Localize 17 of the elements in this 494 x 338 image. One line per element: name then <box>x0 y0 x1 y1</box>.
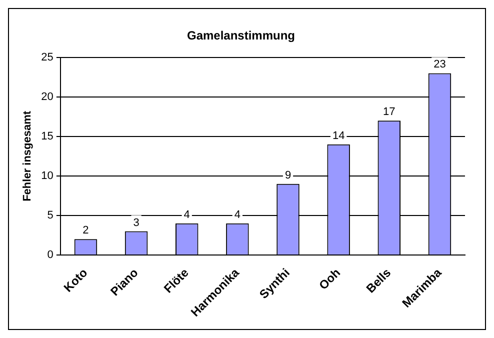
y-tick-label: 10 <box>41 170 54 182</box>
x-tick-label: Ooh <box>316 266 344 292</box>
y-tick-label: 0 <box>47 248 54 261</box>
data-label: 2 <box>82 224 89 237</box>
data-label: 4 <box>234 208 240 221</box>
data-label: 3 <box>133 216 140 229</box>
data-label: 9 <box>284 169 292 182</box>
data-label: 17 <box>383 106 396 118</box>
chart-title: Gamelanstimmung <box>186 28 296 43</box>
y-tick-label: 20 <box>41 90 54 103</box>
y-axis-title: Fehler insgesamt <box>22 110 34 202</box>
data-label: 4 <box>184 208 190 221</box>
data-label: 14 <box>332 130 345 142</box>
data-label: 23 <box>434 58 446 71</box>
y-tick-label: 25 <box>41 51 54 64</box>
y-tick-label: 15 <box>41 130 54 142</box>
y-tick-label: 5 <box>47 209 54 222</box>
